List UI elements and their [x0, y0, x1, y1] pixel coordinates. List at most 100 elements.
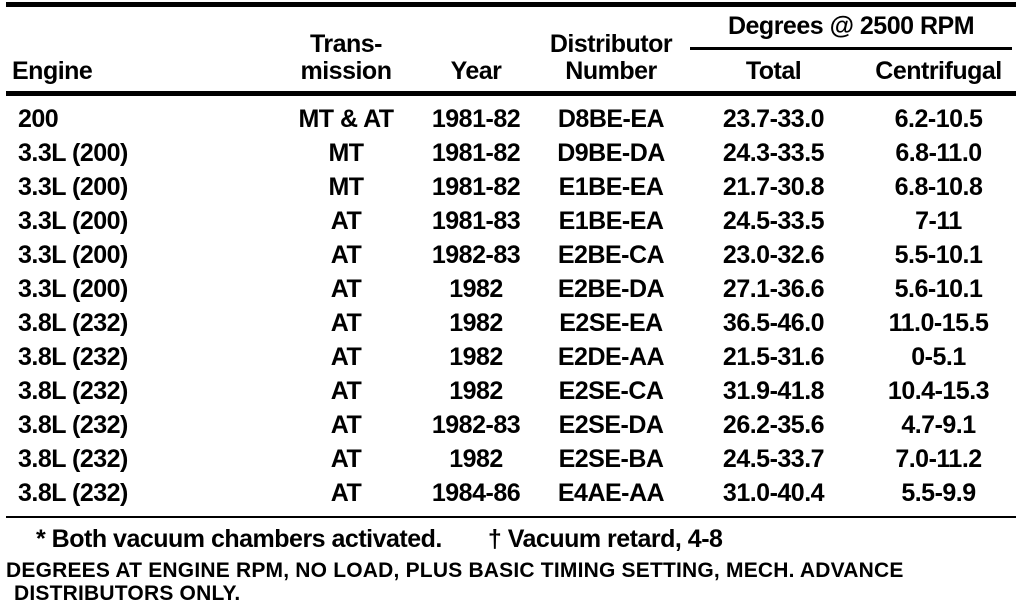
table-row: 200 MT & AT 1981-82 D8BE-EA 23.7-33.0 6.…: [6, 94, 1016, 137]
distributor-number-cell: E2BE-CA: [557, 240, 665, 269]
engine-cell: 3.3L (200): [18, 138, 128, 167]
engine-cell: 3.8L (232): [18, 376, 128, 405]
transmission-cell: MT & AT: [298, 104, 394, 133]
table-row: 3.8L (232) AT 1982 E2DE-AA 21.5-31.6 0-5…: [6, 340, 1016, 374]
transmission-header-line2: mission: [300, 57, 392, 85]
centrifugal-degrees-cell: 6.8-11.0: [895, 138, 982, 167]
table-body: 200 MT & AT 1981-82 D8BE-EA 23.7-33.0 6.…: [6, 94, 1016, 517]
centrifugal-degrees-cell: 7.0-11.2: [895, 444, 982, 473]
centrifugal-degrees-cell: 6.8-10.8: [894, 172, 983, 201]
year-cell: 1981-82: [431, 104, 521, 133]
distributor-number-cell: D9BE-DA: [557, 138, 665, 167]
centrifugal-degrees-cell: 5.5-9.9: [901, 478, 976, 507]
table-row: 3.3L (200) MT 1981-82 E1BE-EA 21.7-30.8 …: [6, 170, 1016, 204]
table-row: 3.8L (232) AT 1982 E2SE-BA 24.5-33.7 7.0…: [6, 442, 1016, 476]
column-header-year: Year: [450, 57, 502, 85]
bottom-note-line1: DEGREES AT ENGINE RPM, NO LOAD, PLUS BAS…: [6, 559, 904, 582]
transmission-cell: AT: [330, 410, 362, 439]
engine-cell: 3.8L (232): [18, 342, 128, 371]
engine-cell: 3.8L (232): [18, 444, 128, 473]
total-degrees-cell: 27.1-36.6: [722, 274, 825, 303]
distributor-number-cell: E2DE-AA: [557, 342, 665, 371]
column-header-distributor-number: Distributor Number: [536, 7, 686, 94]
year-cell: 1981-82: [431, 138, 521, 167]
year-cell: 1982: [449, 342, 503, 371]
year-cell: 1982-83: [431, 410, 521, 439]
centrifugal-degrees-cell: 10.4-15.3: [887, 376, 990, 405]
table-row: 3.3L (200) AT 1982-83 E2BE-CA 23.0-32.6 …: [6, 238, 1016, 272]
distributor-number-cell: E4AE-AA: [557, 478, 665, 507]
bottom-note-line2: DISTRIBUTORS ONLY.: [14, 582, 241, 605]
engine-cell: 200: [18, 104, 59, 133]
total-degrees-cell: 24.3-33.5: [722, 138, 825, 167]
distributor-number-cell: D8BE-EA: [557, 104, 665, 133]
table-row: 3.3L (200) AT 1981-83 E1BE-EA 24.5-33.5 …: [6, 204, 1016, 238]
engine-cell: 3.8L (232): [18, 410, 128, 439]
year-cell: 1982-83: [431, 240, 521, 269]
table-row: 3.8L (232) AT 1982-83 E2SE-DA 26.2-35.6 …: [6, 408, 1016, 442]
table-row: 3.3L (200) MT 1981-82 D9BE-DA 24.3-33.5 …: [6, 136, 1016, 170]
distributor-number-cell: E2SE-DA: [558, 410, 664, 439]
distributor-header-line2: Number: [565, 57, 657, 85]
distributor-number-cell: E2SE-EA: [559, 308, 663, 337]
distributor-header-line1: Distributor: [549, 30, 673, 58]
engine-cell: 3.8L (232): [18, 478, 128, 507]
column-header-total: Total: [745, 57, 802, 85]
distributor-number-cell: E1BE-EA: [558, 206, 664, 235]
year-cell: 1982: [449, 444, 503, 473]
year-cell: 1982: [449, 308, 503, 337]
total-degrees-cell: 23.7-33.0: [722, 104, 825, 133]
transmission-cell: AT: [330, 444, 362, 473]
table-row: 3.8L (232) AT 1984-86 E4AE-AA 31.0-40.4 …: [6, 476, 1016, 517]
transmission-cell: AT: [330, 206, 362, 235]
transmission-cell: AT: [330, 240, 362, 269]
table-header: Engine Trans- mission Year Distributor N…: [6, 7, 1016, 94]
engine-cell: 3.8L (232): [18, 308, 128, 337]
year-cell: 1981-83: [431, 206, 521, 235]
top-rule: [6, 2, 1016, 7]
transmission-cell: AT: [330, 478, 362, 507]
engine-cell: 3.3L (200): [18, 240, 128, 269]
table-row: 3.8L (232) AT 1982 E2SE-EA 36.5-46.0 11.…: [6, 306, 1016, 340]
transmission-cell: AT: [330, 274, 362, 303]
distributor-number-cell: E2SE-BA: [558, 444, 664, 473]
table-row: 3.8L (232) AT 1982 E2SE-CA 31.9-41.8 10.…: [6, 374, 1016, 408]
centrifugal-degrees-cell: 5.5-10.1: [894, 240, 983, 269]
degrees-group-title: Degrees @ 2500 RPM: [690, 11, 1012, 50]
total-degrees-cell: 26.2-35.6: [722, 410, 825, 439]
transmission-cell: MT: [328, 138, 364, 167]
total-degrees-cell: 24.5-33.5: [722, 206, 825, 235]
distributor-timing-table: Engine Trans- mission Year Distributor N…: [6, 7, 1016, 518]
centrifugal-degrees-cell: 5.6-10.1: [894, 274, 983, 303]
total-degrees-cell: 21.7-30.8: [722, 172, 825, 201]
bottom-note: DEGREES AT ENGINE RPM, NO LOAD, PLUS BAS…: [6, 559, 1024, 605]
column-group-degrees: Degrees @ 2500 RPM: [686, 7, 1016, 50]
transmission-header-line1: Trans-: [309, 30, 383, 58]
year-cell: 1982: [449, 274, 503, 303]
centrifugal-degrees-cell: 6.2-10.5: [894, 104, 983, 133]
centrifugal-degrees-cell: 4.7-9.1: [901, 410, 976, 439]
centrifugal-degrees-cell: 7-11: [915, 206, 962, 235]
distributor-number-cell: E2BE-DA: [557, 274, 665, 303]
column-header-engine: Engine: [12, 57, 93, 85]
distributor-number-cell: E1BE-EA: [558, 172, 664, 201]
transmission-cell: AT: [330, 308, 362, 337]
year-cell: 1981-82: [431, 172, 521, 201]
column-header-transmission: Trans- mission: [276, 7, 416, 94]
footnotes-row: * Both vacuum chambers activated. † Vacu…: [6, 518, 1016, 559]
engine-cell: 3.3L (200): [18, 206, 128, 235]
total-degrees-cell: 31.9-41.8: [722, 376, 825, 405]
total-degrees-cell: 21.5-31.6: [722, 342, 825, 371]
total-degrees-cell: 23.0-32.6: [722, 240, 825, 269]
centrifugal-degrees-cell: 0-5.1: [911, 342, 966, 371]
year-cell: 1984-86: [431, 478, 521, 507]
asterisk-footnote: * Both vacuum chambers activated.: [36, 525, 442, 553]
transmission-cell: AT: [330, 376, 362, 405]
total-degrees-cell: 24.5-33.7: [722, 444, 825, 473]
total-degrees-cell: 31.0-40.4: [722, 478, 825, 507]
year-cell: 1982: [449, 376, 503, 405]
total-degrees-cell: 36.5-46.0: [722, 308, 825, 337]
engine-cell: 3.3L (200): [18, 274, 128, 303]
engine-cell: 3.3L (200): [18, 172, 128, 201]
